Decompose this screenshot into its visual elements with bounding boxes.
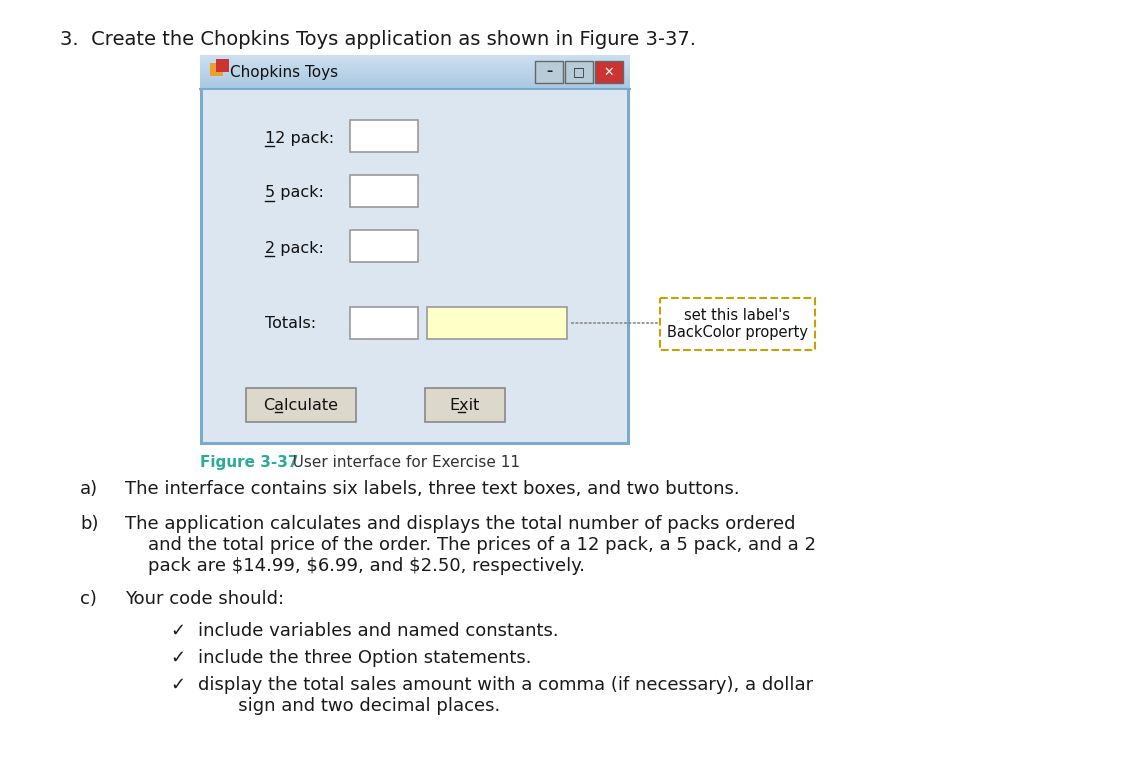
Bar [200, 80, 630, 81]
Bar [200, 62, 630, 63]
Bar [200, 70, 630, 71]
Bar [200, 65, 630, 67]
Text: Calculate: Calculate [263, 397, 339, 413]
Text: a): a) [80, 480, 98, 498]
Text: 3.  Create the Chopkins Toys application as shown in Figure 3-37.: 3. Create the Chopkins Toys application … [60, 30, 696, 49]
Text: 5 pack:: 5 pack: [266, 185, 324, 201]
Bar [200, 59, 630, 60]
Text: Figure 3-37: Figure 3-37 [200, 455, 298, 470]
Text: 2 pack:: 2 pack: [266, 240, 324, 255]
Bar [200, 82, 630, 84]
Bar [200, 71, 630, 72]
Bar [200, 68, 630, 70]
Bar [200, 57, 630, 59]
Bar [200, 86, 630, 87]
Bar [200, 64, 630, 65]
Text: c): c) [80, 590, 97, 608]
Text: display the total sales amount with a comma (if necessary), a dollar
       sign: display the total sales amount with a co… [198, 676, 813, 715]
Bar [200, 66, 630, 68]
Bar [202, 89, 627, 442]
Text: ✓: ✓ [170, 649, 186, 667]
Bar [350, 230, 418, 262]
Bar [428, 307, 567, 339]
Text: □: □ [573, 65, 585, 78]
Bar [200, 61, 630, 62]
Text: ✓: ✓ [170, 622, 186, 640]
Text: The application calculates and displays the total number of packs ordered
    an: The application calculates and displays … [125, 515, 816, 575]
Text: User interface for Exercise 11: User interface for Exercise 11 [278, 455, 520, 470]
Bar [200, 79, 630, 81]
Text: Exit: Exit [450, 397, 480, 413]
Text: b): b) [80, 515, 99, 533]
Bar [660, 298, 814, 350]
Bar [200, 68, 630, 69]
Text: include the three Option statements.: include the three Option statements. [198, 649, 531, 667]
Bar [200, 55, 630, 445]
Text: Totals:: Totals: [266, 315, 316, 331]
Bar [350, 120, 418, 152]
Text: Your code should:: Your code should: [125, 590, 285, 608]
Bar [350, 307, 418, 339]
Text: set this label's
BackColor property: set this label's BackColor property [667, 308, 808, 340]
Text: ✓: ✓ [170, 676, 186, 694]
Bar [200, 74, 630, 76]
Bar [350, 175, 418, 207]
Bar [200, 87, 630, 88]
Bar [565, 61, 593, 83]
Bar [200, 55, 630, 57]
Bar [200, 56, 630, 58]
Text: include variables and named constants.: include variables and named constants. [198, 622, 559, 640]
Bar [210, 63, 223, 76]
Bar [425, 388, 505, 422]
Text: 12 pack:: 12 pack: [266, 131, 334, 145]
Bar [200, 84, 630, 86]
Bar [200, 63, 630, 65]
Bar [595, 61, 623, 83]
Text: Chopkins Toys: Chopkins Toys [229, 65, 339, 80]
Bar [246, 388, 356, 422]
Bar [200, 78, 630, 79]
Bar [200, 77, 630, 78]
Text: –: – [546, 65, 552, 78]
Bar [200, 81, 630, 83]
Bar [216, 59, 229, 72]
Bar [200, 88, 630, 90]
Bar [200, 59, 630, 61]
Bar [200, 72, 630, 74]
Text: ✕: ✕ [604, 65, 614, 78]
Bar [200, 73, 630, 74]
Bar [200, 84, 630, 85]
Bar [200, 75, 630, 77]
Bar [536, 61, 562, 83]
Text: The interface contains six labels, three text boxes, and two buttons.: The interface contains six labels, three… [125, 480, 739, 498]
